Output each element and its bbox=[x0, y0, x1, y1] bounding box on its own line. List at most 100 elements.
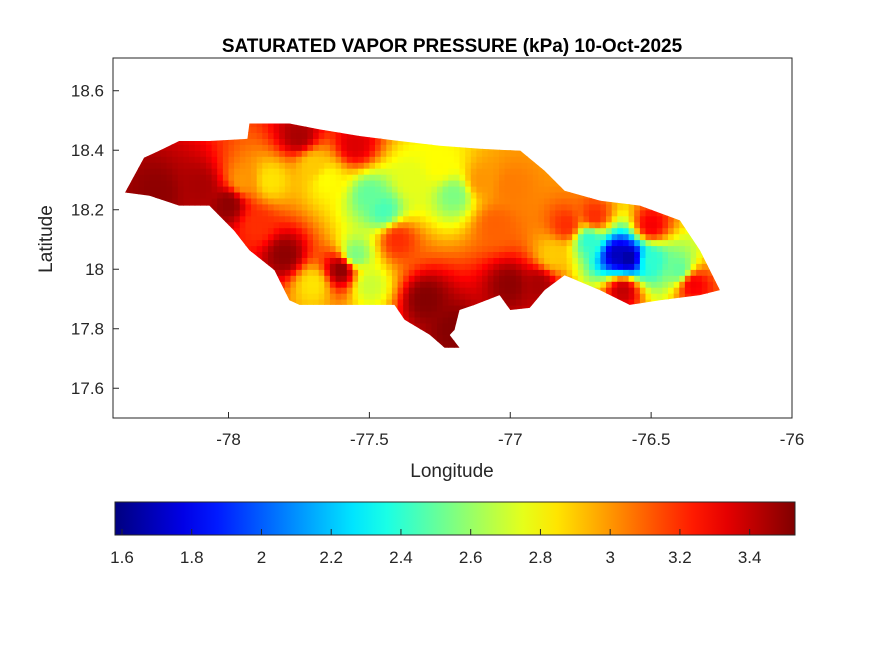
heat-cell bbox=[324, 174, 331, 181]
heat-cell bbox=[510, 233, 517, 241]
heat-cell bbox=[358, 150, 365, 157]
heat-cell bbox=[222, 162, 230, 169]
heat-cell bbox=[425, 185, 432, 193]
heat-cell bbox=[600, 245, 607, 252]
heat-cell bbox=[532, 293, 539, 300]
heat-cell bbox=[510, 168, 517, 175]
heat-cell bbox=[313, 150, 320, 157]
heat-cell bbox=[177, 156, 184, 163]
heat-cell bbox=[465, 257, 472, 264]
heat-cell bbox=[341, 168, 348, 175]
heat-cell bbox=[487, 239, 494, 247]
heat-cell bbox=[211, 138, 218, 145]
heat-cell bbox=[408, 281, 415, 288]
heat-cell bbox=[408, 239, 415, 247]
heat-cell bbox=[363, 287, 370, 294]
heat-cell bbox=[425, 263, 432, 270]
heat-cell bbox=[420, 322, 427, 330]
heat-cell bbox=[510, 162, 517, 169]
heat-cell bbox=[538, 287, 545, 294]
heat-cell bbox=[346, 239, 353, 247]
heat-cell bbox=[459, 156, 466, 163]
heat-cell bbox=[375, 185, 382, 193]
heat-cell bbox=[380, 185, 387, 193]
heat-cell bbox=[397, 251, 404, 258]
heat-cell bbox=[307, 215, 314, 223]
heat-cell bbox=[577, 227, 585, 235]
heat-cell bbox=[476, 287, 483, 294]
heat-cell bbox=[515, 299, 523, 306]
heat-cell bbox=[470, 221, 477, 229]
heat-cell bbox=[206, 197, 213, 205]
heat-cell bbox=[369, 251, 376, 258]
heat-cell bbox=[414, 299, 421, 306]
heat-cell bbox=[651, 275, 658, 282]
heat-cell bbox=[273, 138, 280, 145]
heat-cell bbox=[448, 144, 455, 151]
heat-cell bbox=[453, 310, 461, 318]
heat-cell bbox=[414, 174, 421, 181]
heat-cell bbox=[183, 138, 190, 145]
heat-cell bbox=[465, 168, 472, 175]
heat-cell bbox=[515, 233, 523, 241]
heat-cell bbox=[414, 191, 421, 199]
heat-cell bbox=[346, 251, 353, 258]
heat-cell bbox=[329, 239, 337, 247]
heat-cell bbox=[194, 197, 201, 205]
heat-cell bbox=[279, 221, 286, 229]
heat-cell bbox=[425, 191, 432, 199]
heat-cell bbox=[363, 162, 370, 169]
heat-cell bbox=[634, 239, 641, 247]
heat-cell bbox=[189, 168, 196, 175]
heat-cell bbox=[527, 269, 534, 276]
heat-cell bbox=[363, 197, 370, 205]
heat-cell bbox=[251, 197, 258, 205]
heat-cell bbox=[313, 197, 320, 205]
heat-cell bbox=[324, 150, 331, 157]
heat-cell bbox=[369, 144, 376, 151]
heat-cell bbox=[318, 203, 325, 211]
heat-cell bbox=[482, 185, 489, 193]
heat-cell bbox=[437, 197, 444, 205]
heat-cell bbox=[515, 293, 523, 300]
heat-cell bbox=[549, 185, 556, 193]
heat-cell bbox=[510, 221, 517, 229]
heat-cell bbox=[459, 251, 466, 258]
heat-cell bbox=[290, 162, 297, 169]
heat-cell bbox=[279, 227, 286, 235]
heat-cell bbox=[172, 156, 179, 163]
heat-cell bbox=[600, 221, 607, 229]
heat-cell bbox=[453, 191, 461, 199]
heat-cell bbox=[521, 251, 528, 258]
heat-cell bbox=[408, 304, 415, 312]
heat-cell bbox=[307, 180, 314, 187]
heat-cell bbox=[504, 293, 511, 300]
heat-cell bbox=[279, 162, 286, 169]
heat-cell bbox=[391, 281, 399, 288]
heat-cell bbox=[279, 138, 286, 145]
heat-cell bbox=[251, 215, 258, 223]
heat-cell bbox=[465, 180, 472, 187]
heat-cell bbox=[217, 168, 224, 175]
heat-cell bbox=[369, 215, 376, 223]
heat-cell bbox=[707, 281, 714, 288]
heat-cell bbox=[386, 299, 393, 306]
heat-cell bbox=[465, 251, 472, 258]
heat-cell bbox=[279, 156, 286, 163]
heat-cell bbox=[301, 203, 308, 211]
heat-cell bbox=[431, 209, 438, 217]
heat-cell bbox=[228, 144, 235, 151]
heat-cell bbox=[324, 269, 331, 276]
heat-cell bbox=[313, 245, 320, 252]
heat-cell bbox=[386, 144, 393, 151]
heat-cell bbox=[284, 185, 292, 193]
heat-cell bbox=[527, 245, 534, 252]
heat-cell bbox=[662, 215, 669, 223]
heat-cell bbox=[561, 263, 568, 270]
heat-cell bbox=[408, 251, 415, 258]
heat-cell bbox=[679, 239, 686, 247]
heat-cell bbox=[684, 251, 692, 258]
heat-cell bbox=[611, 245, 618, 252]
heat-cell bbox=[144, 185, 151, 193]
heat-cell bbox=[425, 257, 432, 264]
